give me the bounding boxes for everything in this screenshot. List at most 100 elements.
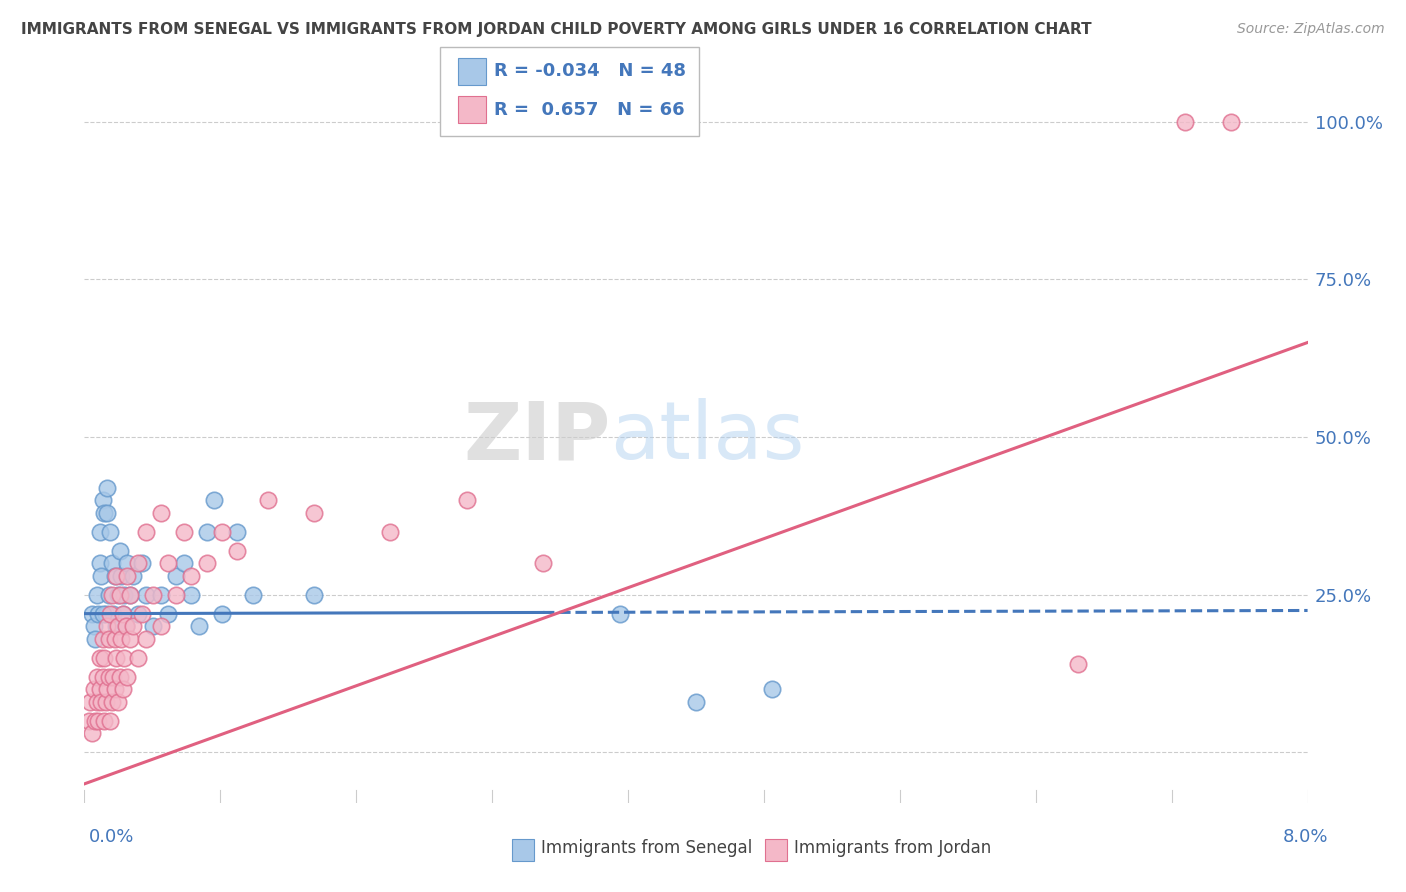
Point bbox=[93, 506, 115, 520]
Point bbox=[97, 632, 120, 646]
Point bbox=[211, 524, 233, 539]
Point bbox=[108, 543, 131, 558]
Point bbox=[135, 524, 157, 539]
Point bbox=[84, 632, 107, 646]
Point bbox=[96, 682, 118, 697]
Text: Immigrants from Jordan: Immigrants from Jordan bbox=[794, 839, 991, 857]
Point bbox=[226, 543, 249, 558]
Point bbox=[1174, 115, 1197, 129]
Point bbox=[142, 619, 165, 633]
Point bbox=[83, 619, 105, 633]
Point bbox=[89, 682, 111, 697]
Point bbox=[173, 524, 195, 539]
Point bbox=[107, 588, 129, 602]
Point bbox=[84, 714, 107, 728]
Point bbox=[93, 714, 115, 728]
Point bbox=[90, 569, 112, 583]
Point bbox=[86, 588, 108, 602]
Point bbox=[257, 493, 280, 508]
Point bbox=[96, 619, 118, 633]
Point bbox=[188, 619, 211, 633]
Point bbox=[157, 607, 180, 621]
Point bbox=[120, 632, 142, 646]
Point bbox=[157, 556, 180, 570]
Point bbox=[103, 607, 125, 621]
Point bbox=[89, 650, 111, 665]
Point bbox=[380, 524, 402, 539]
Point bbox=[122, 619, 145, 633]
Point bbox=[86, 695, 108, 709]
Point bbox=[104, 632, 127, 646]
Point bbox=[80, 607, 103, 621]
Point bbox=[761, 682, 783, 697]
Point bbox=[91, 607, 114, 621]
Point bbox=[110, 569, 132, 583]
Text: ZIP: ZIP bbox=[463, 398, 610, 476]
Point bbox=[105, 619, 128, 633]
Point bbox=[114, 619, 136, 633]
Point bbox=[77, 714, 100, 728]
Point bbox=[112, 588, 135, 602]
Point bbox=[107, 695, 129, 709]
Point bbox=[105, 650, 128, 665]
Point bbox=[91, 632, 114, 646]
Point bbox=[98, 524, 121, 539]
Point bbox=[87, 714, 110, 728]
Text: 8.0%: 8.0% bbox=[1284, 828, 1329, 846]
Point bbox=[111, 607, 134, 621]
Point bbox=[94, 695, 117, 709]
Point bbox=[302, 588, 325, 602]
Point bbox=[127, 556, 149, 570]
Point bbox=[131, 556, 153, 570]
Point bbox=[165, 588, 187, 602]
Point bbox=[149, 506, 172, 520]
Text: IMMIGRANTS FROM SENEGAL VS IMMIGRANTS FROM JORDAN CHILD POVERTY AMONG GIRLS UNDE: IMMIGRANTS FROM SENEGAL VS IMMIGRANTS FR… bbox=[21, 22, 1091, 37]
Point bbox=[242, 588, 264, 602]
Point bbox=[302, 506, 325, 520]
Point bbox=[86, 670, 108, 684]
Point bbox=[202, 493, 225, 508]
Text: Source: ZipAtlas.com: Source: ZipAtlas.com bbox=[1237, 22, 1385, 37]
Point bbox=[685, 695, 707, 709]
Point bbox=[127, 650, 149, 665]
Point bbox=[111, 607, 134, 621]
Point bbox=[131, 607, 153, 621]
Point bbox=[108, 670, 131, 684]
Point bbox=[83, 682, 105, 697]
Point bbox=[195, 556, 218, 570]
Text: R =  0.657   N = 66: R = 0.657 N = 66 bbox=[494, 101, 685, 119]
Point bbox=[101, 556, 124, 570]
Point bbox=[211, 607, 233, 621]
Point bbox=[122, 569, 145, 583]
Point bbox=[1220, 115, 1243, 129]
Text: Immigrants from Senegal: Immigrants from Senegal bbox=[541, 839, 752, 857]
Point bbox=[97, 588, 120, 602]
Point bbox=[173, 556, 195, 570]
Point bbox=[149, 619, 172, 633]
Point bbox=[226, 524, 249, 539]
Point bbox=[101, 588, 124, 602]
Point bbox=[89, 524, 111, 539]
Point bbox=[90, 695, 112, 709]
Point bbox=[96, 481, 118, 495]
Point bbox=[456, 493, 478, 508]
Point bbox=[112, 650, 135, 665]
Point bbox=[80, 726, 103, 740]
Point bbox=[104, 682, 127, 697]
Text: atlas: atlas bbox=[610, 398, 804, 476]
Point bbox=[105, 569, 128, 583]
Point bbox=[114, 619, 136, 633]
Point bbox=[93, 650, 115, 665]
Point bbox=[111, 682, 134, 697]
Text: R = -0.034   N = 48: R = -0.034 N = 48 bbox=[494, 62, 686, 80]
Point bbox=[180, 588, 202, 602]
Point bbox=[115, 556, 138, 570]
Point bbox=[135, 588, 157, 602]
Point bbox=[107, 619, 129, 633]
Point bbox=[87, 607, 110, 621]
Point bbox=[120, 588, 142, 602]
Point bbox=[94, 607, 117, 621]
Point bbox=[79, 695, 101, 709]
Text: 0.0%: 0.0% bbox=[89, 828, 134, 846]
Point bbox=[98, 714, 121, 728]
